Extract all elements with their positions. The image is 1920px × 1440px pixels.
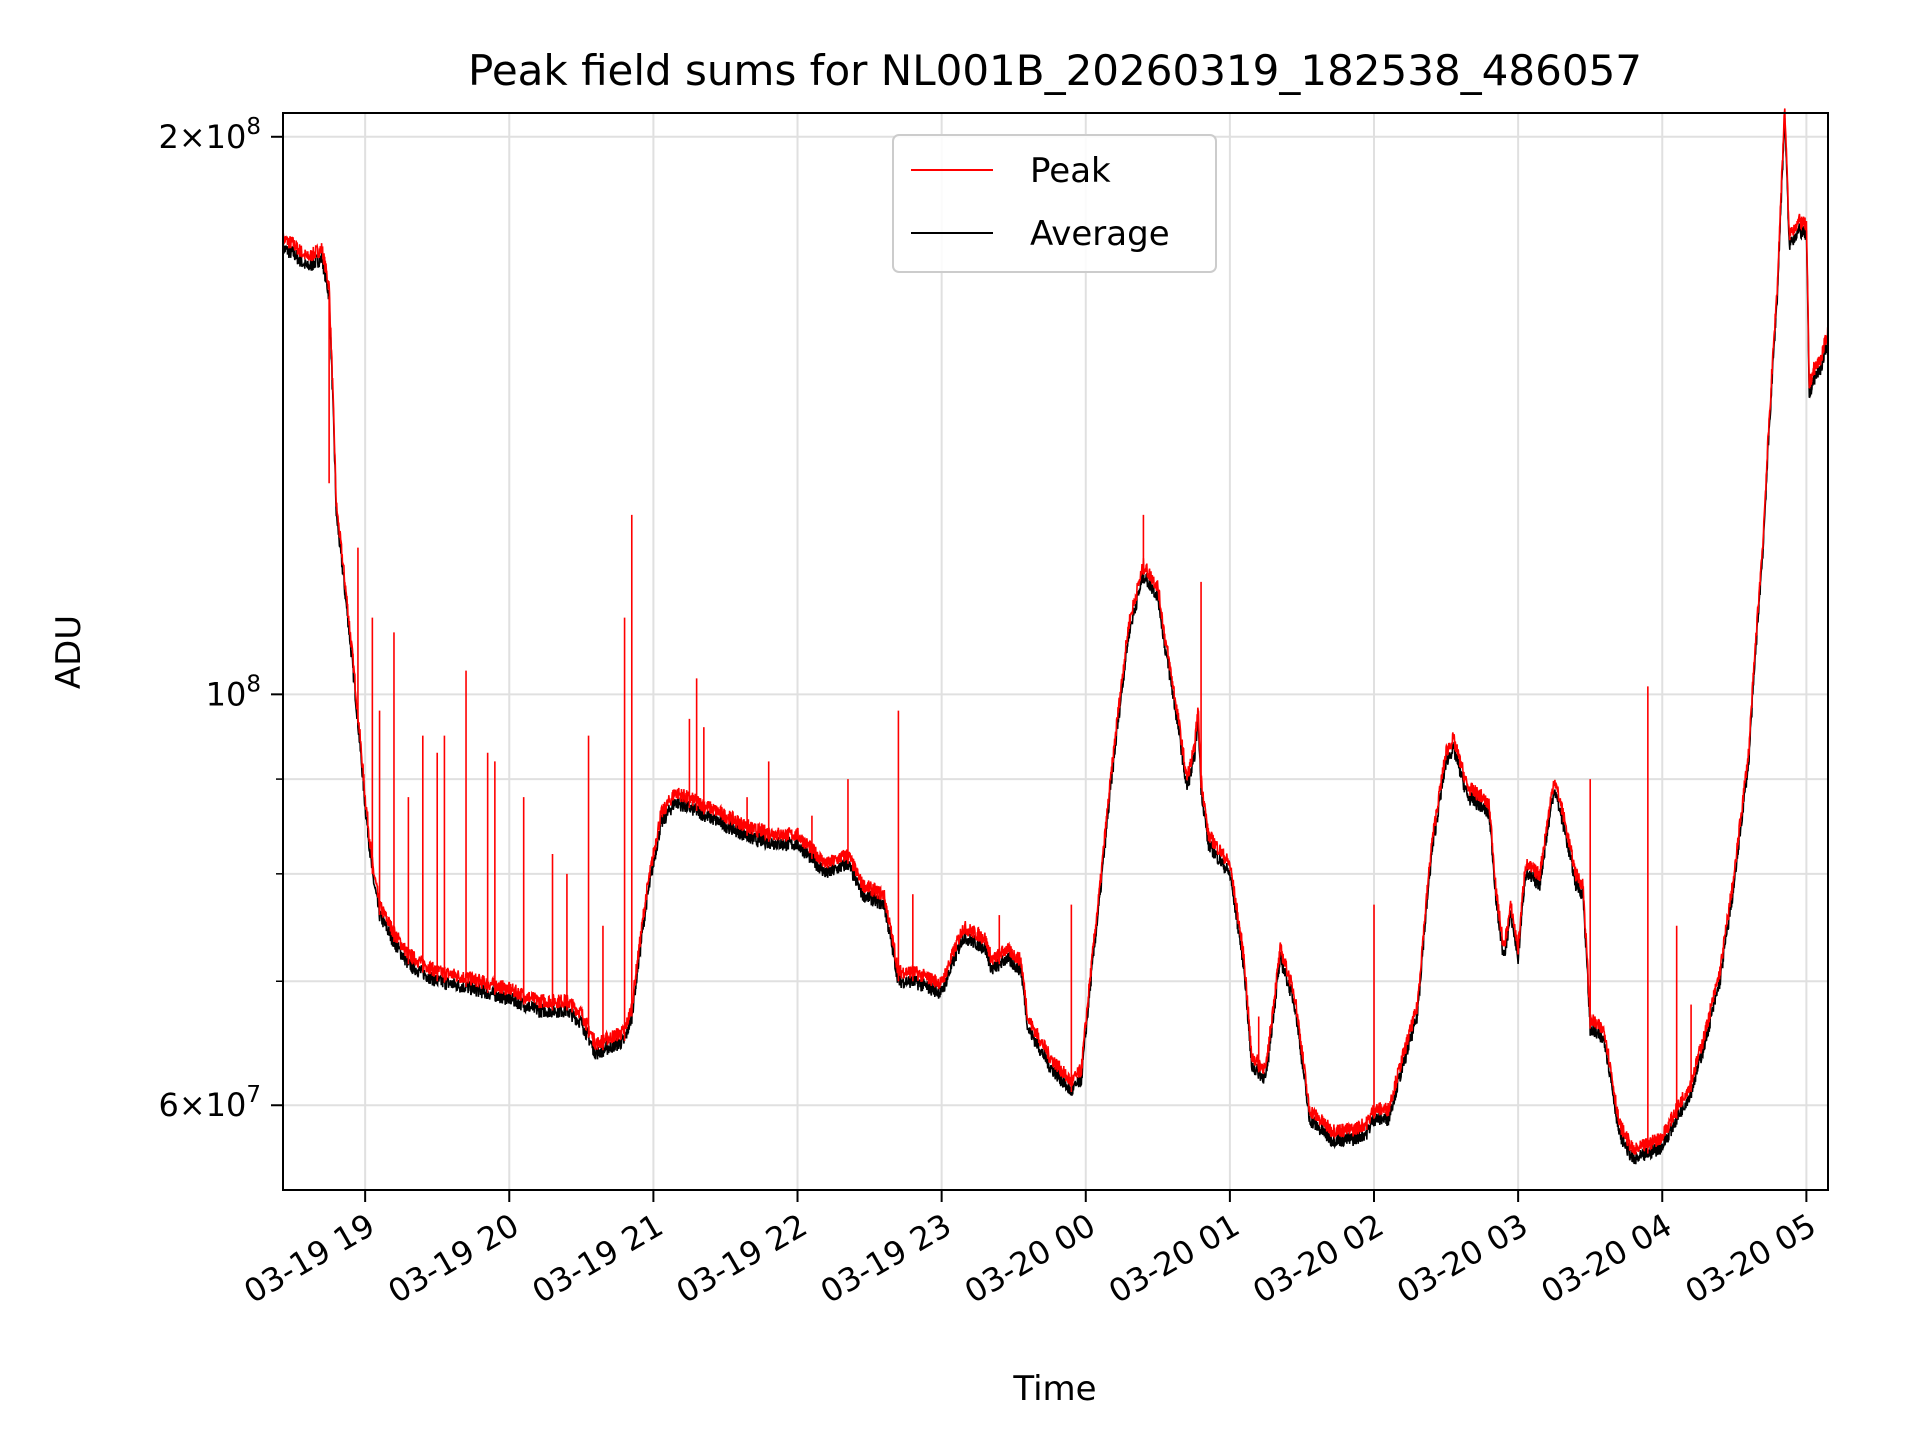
y-tick-label: 2×108 bbox=[158, 114, 261, 156]
peak-line bbox=[282, 108, 1829, 1155]
x-axis-label: Time bbox=[1012, 1369, 1096, 1409]
plot-area-frame bbox=[282, 112, 1829, 1191]
series-average bbox=[282, 118, 1829, 1165]
y-tick-label-base: 10 bbox=[206, 675, 247, 713]
y-tick-label-mant: 2 bbox=[158, 118, 178, 156]
x-tick-label: 03-19 20 bbox=[382, 1206, 526, 1311]
y-tick-label-times: × bbox=[179, 118, 206, 156]
x-tick-label: 03-19 21 bbox=[526, 1206, 670, 1311]
y-tick-label: 108 bbox=[206, 671, 261, 713]
x-axis: 03-19 19 03-19 20 03-19 21 03-19 22 03-19 23… bbox=[238, 1190, 1823, 1311]
x-tick-label: 03-20 00 bbox=[958, 1206, 1102, 1311]
x-tick-label: 03-20 01 bbox=[1102, 1206, 1246, 1311]
series-peak bbox=[282, 108, 1829, 1155]
legend-average-label: Average bbox=[1030, 214, 1170, 254]
x-tick-label: 03-20 05 bbox=[1679, 1206, 1823, 1311]
x-tick-label: 03-19 23 bbox=[814, 1206, 958, 1311]
y-axis-label: ADU bbox=[49, 615, 89, 689]
y-tick-label-base: 10 bbox=[206, 1086, 247, 1124]
y-tick-label-times: × bbox=[179, 1086, 206, 1124]
legend-peak-label: Peak bbox=[1030, 151, 1111, 191]
y-tick-label-exp: 8 bbox=[246, 114, 261, 140]
y-tick-label-exp: 7 bbox=[246, 1082, 261, 1108]
x-tick-label: 03-20 04 bbox=[1535, 1206, 1679, 1311]
x-tick-label: 03-19 19 bbox=[238, 1206, 382, 1311]
x-tick-label: 03-20 02 bbox=[1246, 1206, 1390, 1311]
x-tick-label: 03-20 03 bbox=[1391, 1206, 1535, 1311]
y-tick-label-base: 10 bbox=[206, 118, 247, 156]
y-tick-label: 6×107 bbox=[158, 1082, 261, 1124]
average-line bbox=[282, 118, 1829, 1165]
chart-title: Peak field sums for NL001B_20260319_1825… bbox=[468, 46, 1642, 95]
x-tick-label: 03-19 22 bbox=[670, 1206, 814, 1311]
y-tick-label-exp: 8 bbox=[246, 671, 261, 697]
legend: Peak Average bbox=[892, 134, 1217, 273]
y-tick-label-mant: 6 bbox=[158, 1086, 178, 1124]
